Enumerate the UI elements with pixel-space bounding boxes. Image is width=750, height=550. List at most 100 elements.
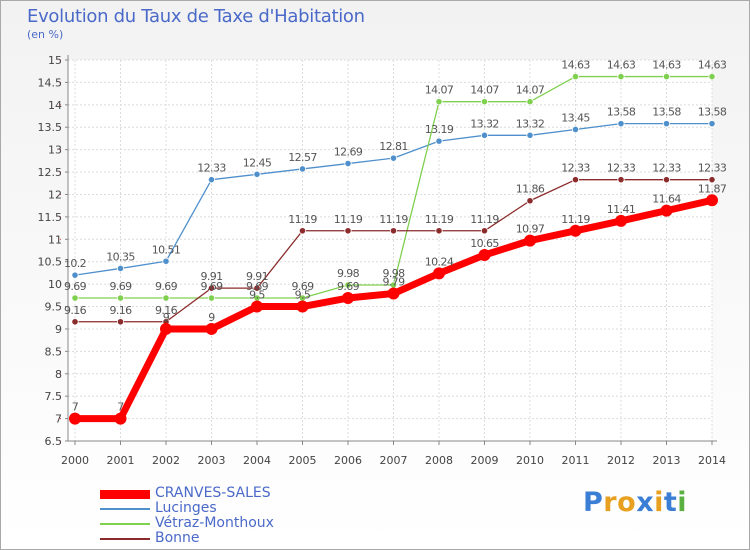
- data-point: [662, 176, 671, 184]
- logo-letter: o: [617, 487, 637, 518]
- x-tick-label: 2005: [289, 454, 317, 467]
- data-point: [435, 137, 443, 145]
- data-point: [296, 300, 309, 313]
- data-label: 14.63: [561, 59, 590, 72]
- data-label: 9.98: [382, 267, 405, 280]
- y-tick-label: 10.5: [38, 256, 63, 269]
- data-point: [207, 294, 216, 302]
- logo-letter: t: [663, 487, 678, 518]
- y-tick-label: 7: [55, 413, 62, 426]
- data-point: [71, 271, 79, 279]
- legend-label: Bonne: [155, 530, 200, 546]
- data-label: 14.07: [425, 84, 454, 97]
- y-tick-label: 9.5: [45, 301, 63, 314]
- data-point: [116, 264, 125, 273]
- data-label: 10.51: [152, 243, 181, 256]
- data-point: [526, 98, 534, 106]
- data-label: 9.79: [382, 276, 405, 289]
- y-tick-label: 14.5: [38, 76, 63, 89]
- logo-letter: x: [636, 487, 655, 518]
- chart-title: Evolution du Taux de Taxe d'Habitation: [27, 6, 365, 27]
- data-point: [298, 165, 307, 173]
- data-label: 11.41: [607, 203, 636, 216]
- y-axis-ticks: 6.5 7 7.5 8 8.5 9 9.5 10 10.5 11 11.5 12 12.5 13 13.5 1…: [38, 54, 68, 448]
- y-tick-label: 7.5: [45, 390, 63, 403]
- y-tick-label: 11: [48, 233, 62, 246]
- data-label: 12.81: [379, 140, 408, 153]
- data-label: 9: [163, 311, 170, 324]
- data-point: [708, 176, 716, 184]
- data-label: 11.19: [425, 213, 454, 226]
- legend-label: CRANVES-SALES: [155, 485, 271, 501]
- y-tick-label: 14: [48, 99, 62, 112]
- data-point: [526, 197, 534, 205]
- data-label: 9.5: [295, 289, 311, 302]
- data-point: [478, 248, 491, 261]
- data-point: [344, 227, 352, 235]
- data-point: [617, 72, 625, 81]
- data-label: 9.69: [291, 280, 314, 293]
- data-point: [435, 98, 443, 106]
- data-label: 9.16: [64, 304, 87, 317]
- y-tick-label: 13: [48, 144, 62, 157]
- data-label: 11.86: [516, 183, 545, 196]
- x-tick-label: 2008: [425, 454, 453, 467]
- data-point: [526, 131, 534, 139]
- y-tick-label: 11.5: [38, 211, 63, 224]
- x-tick-label: 2006: [334, 454, 362, 467]
- data-point: [660, 204, 673, 217]
- data-label: 11.19: [334, 213, 363, 226]
- data-label: 13.58: [607, 106, 636, 119]
- y-tick-label: 6.5: [45, 435, 63, 448]
- data-point: [253, 170, 261, 178]
- data-point: [480, 131, 489, 139]
- data-point: [344, 159, 352, 168]
- data-point: [205, 322, 218, 335]
- legend-swatch: [100, 538, 150, 540]
- data-point: [298, 227, 307, 235]
- logo-letter: P: [583, 487, 604, 518]
- data-point: [162, 257, 170, 265]
- x-tick-label: 2014: [698, 454, 726, 467]
- data-point: [71, 294, 79, 302]
- data-point: [571, 125, 580, 134]
- data-label: 14.07: [516, 84, 545, 97]
- x-tick-label: 2009: [471, 454, 499, 467]
- data-label: 9.5: [249, 289, 265, 302]
- data-point: [662, 120, 671, 128]
- data-label: 9.91: [246, 270, 268, 283]
- data-label: 12.33: [652, 162, 681, 175]
- data-label: 11.87: [698, 182, 727, 195]
- data-label: 11.19: [379, 213, 408, 226]
- data-point: [387, 287, 400, 300]
- data-label: 9.69: [64, 280, 87, 293]
- data-label: 14.07: [470, 84, 499, 97]
- data-point: [207, 176, 216, 184]
- data-point: [571, 176, 580, 184]
- data-point: [160, 322, 172, 335]
- data-label: 9.16: [109, 304, 132, 317]
- legend-swatch: [100, 523, 150, 525]
- data-label: 11.19: [470, 213, 499, 226]
- y-tick-label: 8.5: [45, 345, 63, 358]
- data-point: [480, 98, 489, 106]
- data-label: 12.69: [334, 146, 363, 159]
- x-tick-label: 2004: [243, 454, 271, 467]
- x-tick-label: 2011: [562, 454, 590, 467]
- x-tick-label: 2002: [152, 454, 180, 467]
- data-point: [389, 154, 398, 162]
- data-label: 12.33: [698, 162, 727, 175]
- data-label: 13.58: [698, 106, 727, 119]
- data-label: 9.69: [200, 280, 223, 293]
- grid: [68, 59, 713, 442]
- data-point: [116, 294, 125, 302]
- data-point: [116, 318, 125, 326]
- y-tick-label: 12.5: [38, 166, 63, 179]
- data-label: 14.63: [607, 59, 636, 72]
- data-point: [162, 294, 170, 302]
- plot-area: [68, 60, 712, 441]
- x-tick-label: 2001: [107, 454, 135, 467]
- x-tick-label: 2013: [653, 454, 681, 467]
- data-point: [615, 214, 627, 227]
